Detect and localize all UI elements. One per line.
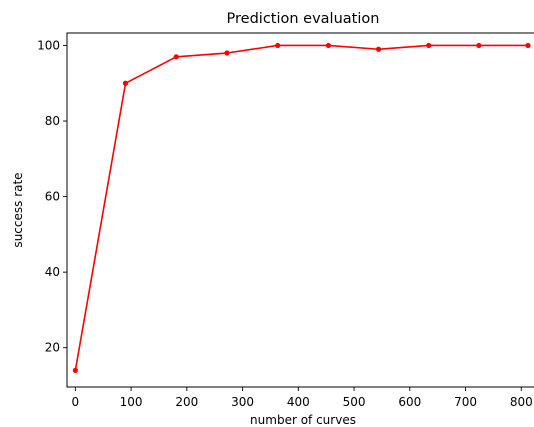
x-tick-label: 400 [287,395,310,409]
y-tick-label: 100 [37,38,60,52]
data-point [72,367,78,373]
x-tick-label: 800 [510,395,533,409]
data-point [476,42,482,49]
x-tick-label: 300 [231,395,254,409]
x-tick-label: 500 [343,395,366,409]
x-axis-label: number of curves [250,413,356,427]
plot-area [72,42,531,373]
data-point [375,46,382,52]
y-tick-label: 20 [45,341,60,355]
x-tick-label: 0 [72,395,80,409]
data-point [525,42,531,49]
x-axis: 0 100 200 300 400 500 600 700 800 [72,387,533,409]
y-tick-label: 80 [45,114,60,128]
x-tick-label: 600 [398,395,421,409]
data-point [325,42,332,49]
chart-title: Prediction evaluation [227,11,380,27]
data-point [275,42,281,49]
y-tick-label: 40 [45,265,60,279]
y-axis-label: success rate [11,172,25,247]
y-tick-label: 60 [45,190,60,204]
data-point [122,80,129,86]
data-point [173,54,179,60]
series-line [74,44,528,371]
x-tick-label: 100 [120,395,143,409]
y-axis: 20 40 60 80 100 [37,38,67,355]
plot-frame [66,32,534,388]
x-tick-label: 200 [175,395,198,409]
data-point [426,42,432,49]
data-point [224,50,230,56]
x-tick-label: 700 [454,395,477,409]
